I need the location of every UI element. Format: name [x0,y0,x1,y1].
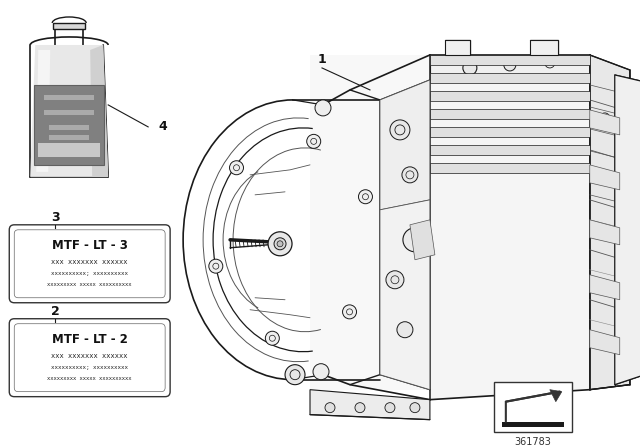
Polygon shape [430,55,590,65]
Polygon shape [53,23,85,29]
Circle shape [358,190,372,204]
Text: 1: 1 [317,53,326,66]
Polygon shape [90,45,108,177]
Polygon shape [430,127,590,137]
Circle shape [277,241,283,247]
Polygon shape [380,80,430,210]
Text: xxxxxxxxx xxxxx xxxxxxxxxx: xxxxxxxxx xxxxx xxxxxxxxxx [47,282,132,287]
Circle shape [504,59,516,71]
Text: xxx xxxxxxx xxxxxx: xxx xxxxxxx xxxxxx [51,353,128,359]
Polygon shape [502,422,564,426]
Circle shape [621,142,637,158]
Circle shape [627,102,633,108]
Text: 2: 2 [51,305,60,318]
Circle shape [274,238,286,250]
Circle shape [355,403,365,413]
Polygon shape [49,145,89,150]
Polygon shape [590,110,620,135]
Polygon shape [590,165,620,190]
Polygon shape [38,143,100,157]
Circle shape [627,197,633,203]
Circle shape [600,225,610,235]
Circle shape [342,305,356,319]
Text: 4: 4 [159,121,168,134]
Polygon shape [380,200,430,390]
Circle shape [385,403,395,413]
Circle shape [386,271,404,289]
Text: xxxxxxxxx xxxxx xxxxxxxxxx: xxxxxxxxx xxxxx xxxxxxxxxx [47,376,132,381]
Polygon shape [530,40,558,55]
Polygon shape [590,55,630,390]
Polygon shape [430,73,590,83]
Circle shape [397,322,413,338]
Circle shape [402,167,418,183]
Circle shape [627,297,633,303]
Polygon shape [430,55,590,80]
Circle shape [621,97,637,113]
Polygon shape [49,125,89,130]
Circle shape [315,100,331,116]
Text: MTF - LT - 3: MTF - LT - 3 [52,239,127,252]
Polygon shape [615,75,640,385]
Circle shape [621,292,637,308]
Circle shape [600,170,610,180]
Circle shape [325,403,335,413]
Polygon shape [590,275,620,300]
Circle shape [600,280,610,290]
Circle shape [538,41,550,53]
Polygon shape [590,330,620,355]
Circle shape [600,113,610,123]
Circle shape [621,342,637,358]
Circle shape [266,331,279,345]
Polygon shape [310,55,590,390]
Polygon shape [430,163,590,173]
Text: 3: 3 [51,211,60,224]
Circle shape [627,247,633,253]
Polygon shape [590,220,620,245]
Polygon shape [30,45,108,177]
Circle shape [390,120,410,140]
Circle shape [410,403,420,413]
Circle shape [621,192,637,208]
Text: xxx xxxxxxx xxxxxx: xxx xxxxxxx xxxxxx [51,259,128,265]
Polygon shape [44,110,94,115]
Polygon shape [445,40,470,55]
FancyBboxPatch shape [9,225,170,303]
Circle shape [230,161,243,175]
Circle shape [313,364,329,379]
Circle shape [451,41,463,53]
Polygon shape [410,220,435,260]
Polygon shape [49,135,89,140]
Circle shape [285,365,305,385]
Circle shape [209,259,223,273]
Circle shape [627,147,633,153]
Polygon shape [44,95,94,100]
Circle shape [268,232,292,256]
Text: MTF - LT - 2: MTF - LT - 2 [52,333,127,346]
Polygon shape [430,145,590,155]
Circle shape [627,347,633,353]
Circle shape [463,61,477,75]
Circle shape [600,335,610,345]
Circle shape [403,228,427,252]
Text: xxxxxxxxxx; xxxxxxxxxx: xxxxxxxxxx; xxxxxxxxxx [51,271,128,276]
Polygon shape [310,390,430,420]
Polygon shape [35,85,104,165]
Polygon shape [550,390,562,402]
FancyBboxPatch shape [9,319,170,396]
Polygon shape [430,109,590,119]
Bar [494,382,572,431]
Polygon shape [430,91,590,101]
Polygon shape [430,55,590,400]
Polygon shape [36,50,50,172]
Text: 361783: 361783 [515,437,551,447]
Circle shape [621,242,637,258]
Text: xxxxxxxxxx; xxxxxxxxxx: xxxxxxxxxx; xxxxxxxxxx [51,365,128,370]
Circle shape [307,134,321,148]
